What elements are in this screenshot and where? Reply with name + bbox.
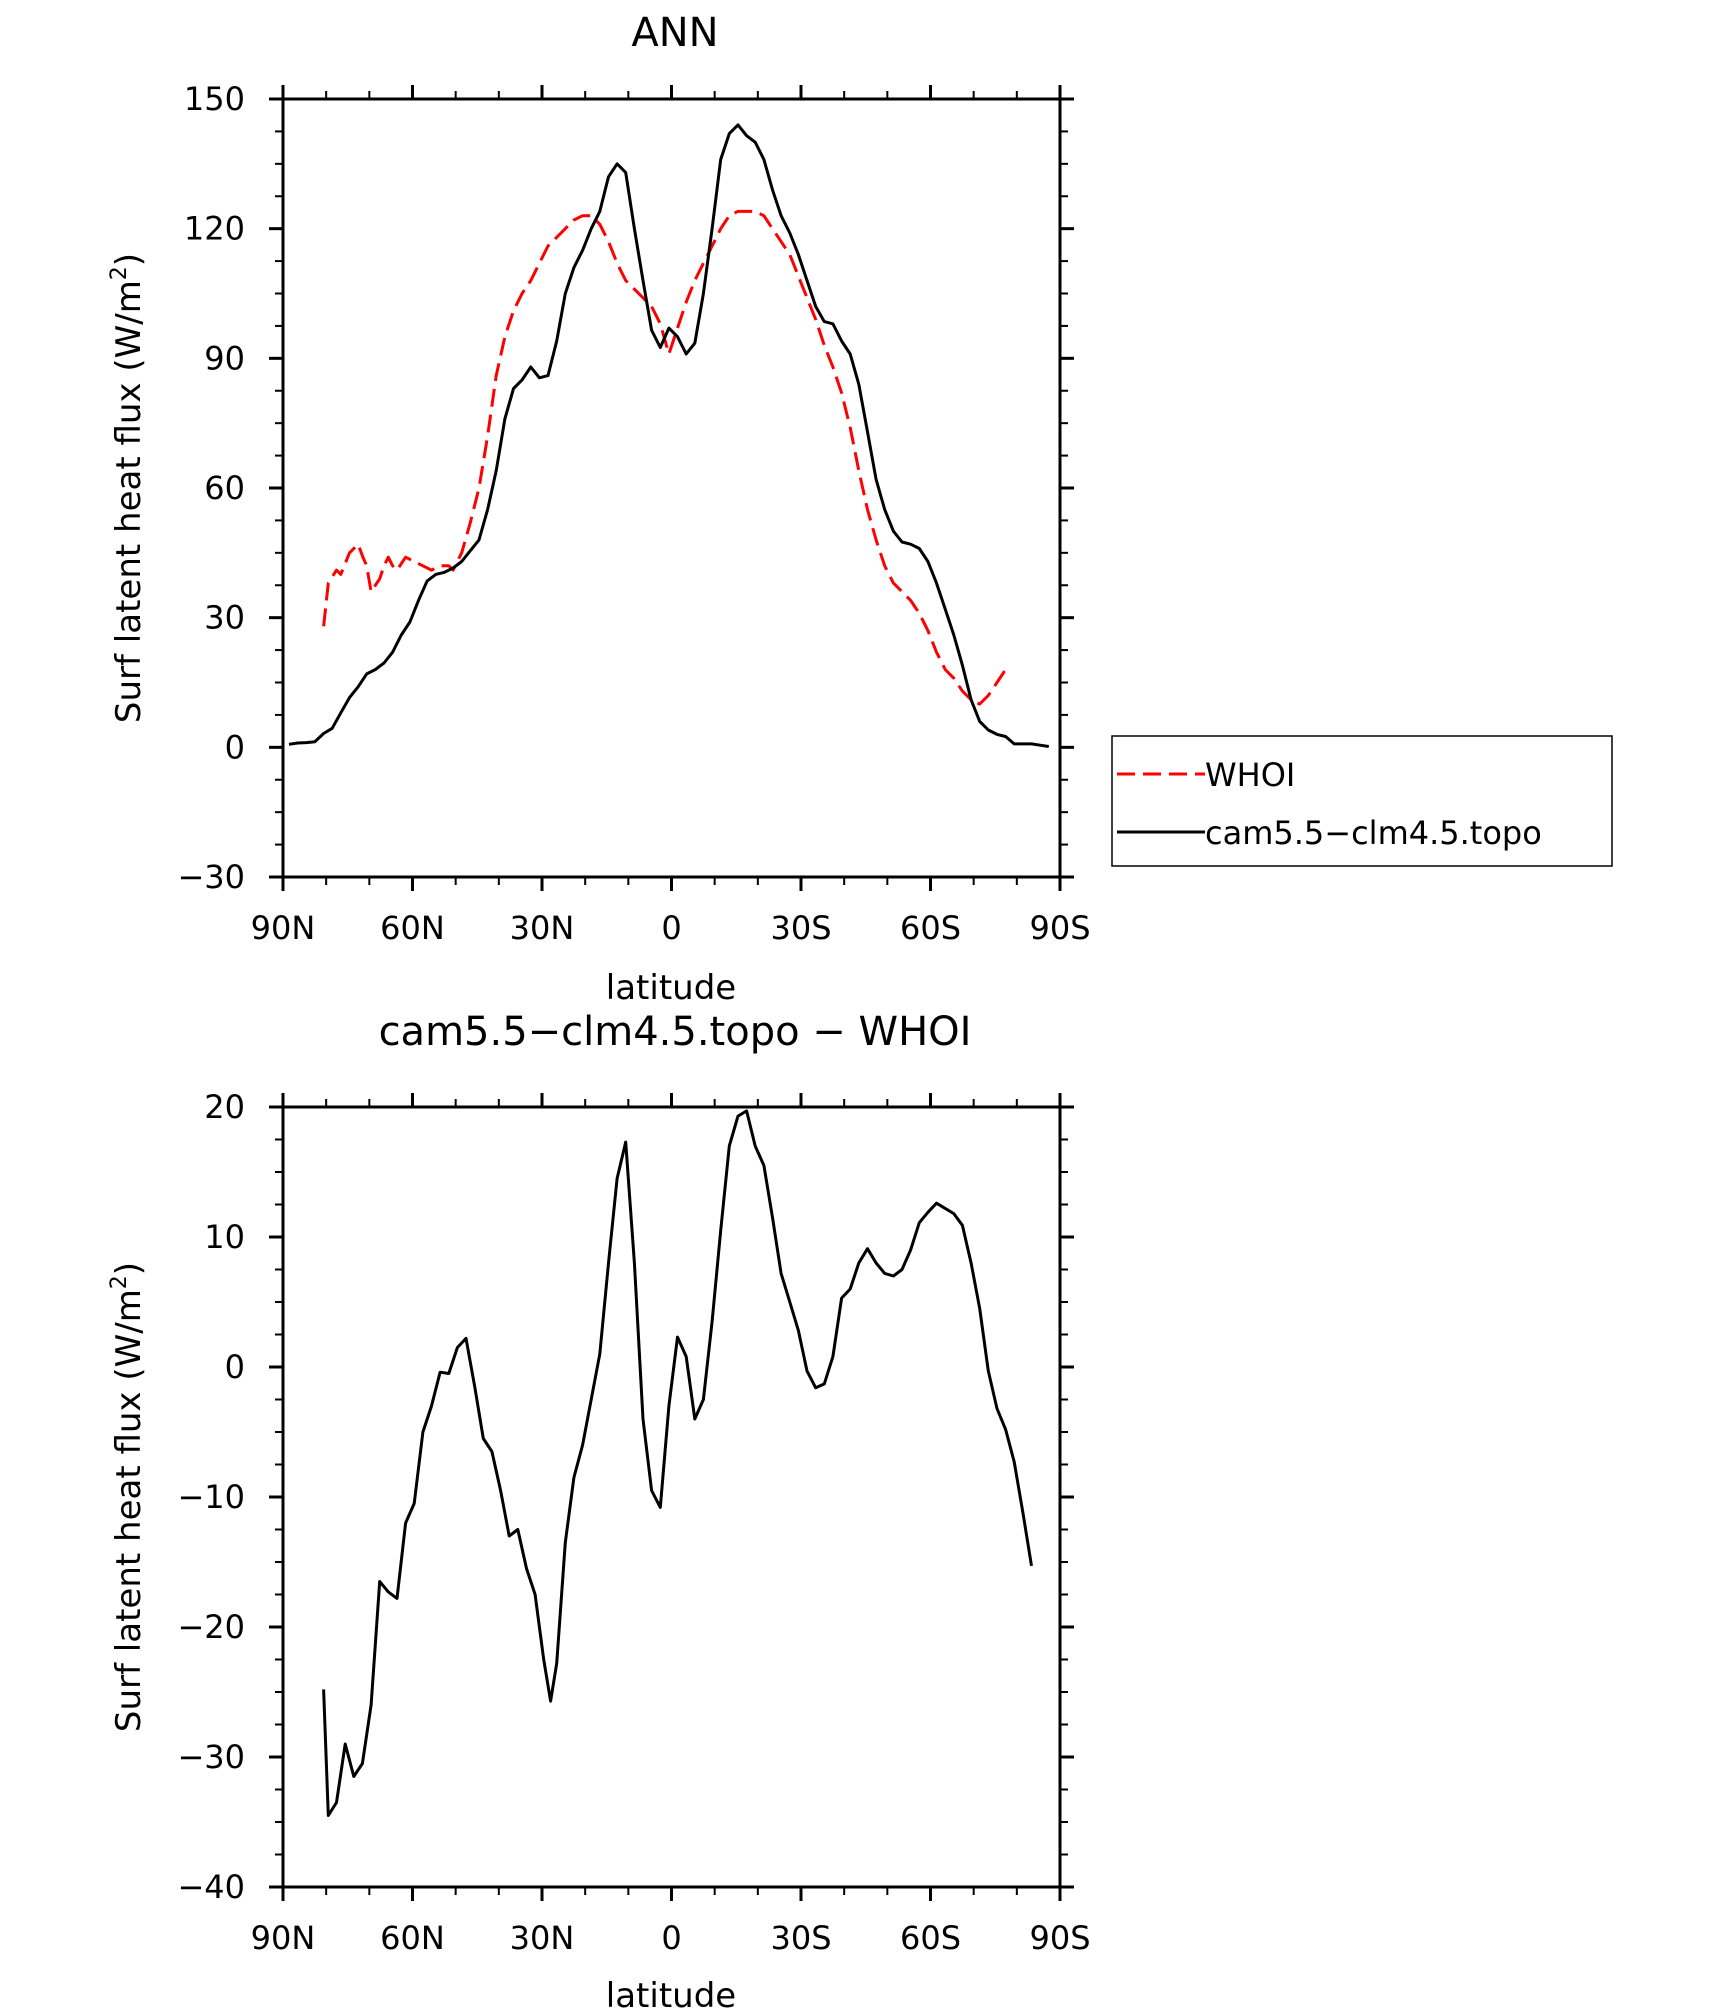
bottom-y-tick-label: −30 (177, 1738, 245, 1776)
bottom-y-tick-label: −20 (177, 1608, 245, 1646)
top-series-line-0 (322, 209, 1007, 706)
legend-label-cam: cam5.5−clm4.5.topo (1205, 814, 1542, 852)
bottom-chart-series (322, 1109, 1033, 1817)
top-x-tick-label: 90N (251, 909, 316, 947)
top-chart-ticks: 90N 60N 30N 0 30S 60S 90S 150 120 90 60 30 0 −30 (177, 80, 1090, 947)
bottom-chart-y-label: Surf latent heat flux (W/m2) (107, 1262, 149, 1732)
top-y-tick-label: 120 (184, 210, 245, 248)
top-y-tick-label: 150 (184, 80, 245, 118)
top-x-tick-label: 30S (770, 909, 831, 947)
legend-label-whoi: WHOI (1205, 756, 1295, 794)
top-x-tick-label: 60N (380, 909, 445, 947)
bottom-series-line-0 (322, 1109, 1033, 1817)
top-chart-title: ANN (631, 10, 718, 56)
top-y-tick-label: −30 (177, 858, 245, 896)
top-y-tick-label: 60 (204, 469, 245, 507)
top-chart-x-label: latitude (606, 968, 736, 1008)
top-x-tick-label: 0 (661, 909, 681, 947)
top-chart-series (288, 123, 1050, 748)
bottom-chart-title: cam5.5−clm4.5.topo − WHOI (379, 1009, 972, 1055)
top-chart-frame (281, 97, 1062, 879)
bottom-x-tick-label: 90N (251, 1919, 316, 1957)
top-y-tick-label: 90 (204, 339, 245, 377)
top-chart-y-label: Surf latent heat flux (W/m2) (107, 253, 149, 723)
top-chart: ANN 90N 60N 30N 0 30S 60S 90S1501209060300−30 … (107, 10, 1613, 1008)
bottom-y-tick-label: 10 (204, 1218, 245, 1256)
top-y-tick-label: 0 (225, 728, 245, 766)
bottom-y-tick-label: 20 (204, 1088, 245, 1126)
bottom-x-tick-label: 60S (900, 1919, 961, 1957)
top-x-tick-label: 60S (900, 909, 961, 947)
bottom-y-tick-label: 0 (225, 1348, 245, 1386)
bottom-y-tick-label: −10 (177, 1478, 245, 1516)
bottom-chart-frame (281, 1105, 1062, 1889)
top-x-tick-label: 30N (510, 909, 575, 947)
bottom-chart-ticks: 90N 60N 30N 0 30S 60S 90S 20 10 0 −10 −20 −30 −40 (177, 1088, 1090, 1957)
bottom-y-tick-label: −40 (177, 1868, 245, 1906)
legend: WHOI cam5.5−clm4.5.topo (1111, 735, 1613, 867)
bottom-chart: cam5.5−clm4.5.topo − WHOI 90N 60N 30N 0 30S 6… (107, 1009, 1091, 2010)
bottom-x-tick-label: 90S (1029, 1919, 1090, 1957)
bottom-chart-x-label: latitude (606, 1976, 736, 2010)
bottom-x-tick-label: 30S (770, 1919, 831, 1957)
top-series-line-1 (288, 123, 1050, 748)
top-y-tick-label: 30 (204, 599, 245, 637)
bottom-x-tick-label: 30N (510, 1919, 575, 1957)
bottom-x-tick-label: 60N (380, 1919, 445, 1957)
top-x-tick-label: 90S (1029, 909, 1090, 947)
legend-box (1111, 735, 1613, 867)
bottom-x-tick-label: 0 (661, 1919, 681, 1957)
